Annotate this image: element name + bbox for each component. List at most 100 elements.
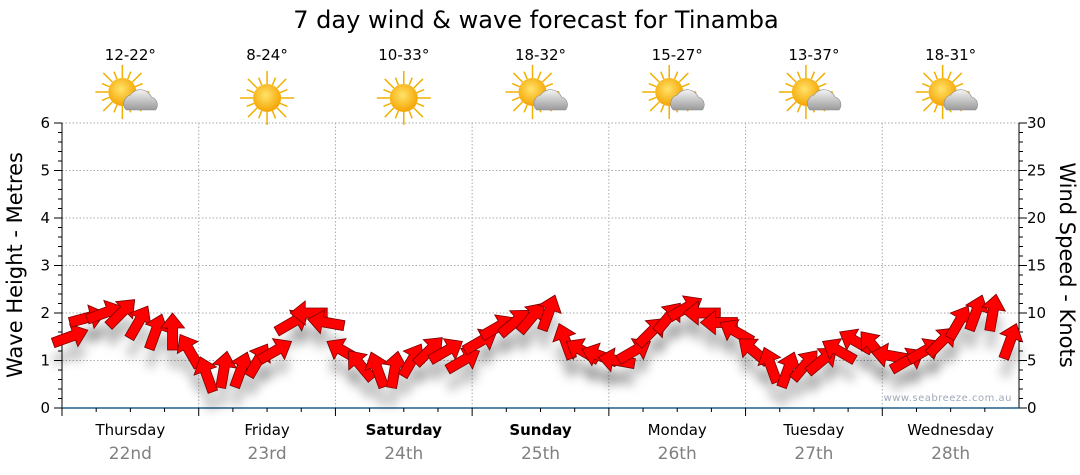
wind-arrow: [256, 338, 293, 365]
wind-arrow: [211, 350, 238, 390]
sun-disc: [389, 84, 418, 112]
wind-arrow: [537, 294, 562, 333]
sun-cloud-icon: [95, 65, 158, 119]
y-tick-label-left: 1: [40, 352, 50, 370]
wind-arrow: [104, 299, 136, 330]
sun-ray: [408, 77, 413, 86]
sun-disc: [253, 84, 282, 112]
sun-ray: [127, 71, 132, 80]
axes: 0 1 2 3 4 5 6 0 5 10 15 20 25 30 Thursday 22nd Friday 23r…: [40, 114, 1046, 464]
sun-ray: [786, 101, 797, 112]
date-label: 22nd: [109, 444, 152, 464]
sun-ray: [102, 101, 113, 112]
sun-ray: [247, 107, 258, 118]
sun-ray: [648, 96, 657, 102]
wind-arrow: [776, 351, 802, 390]
sun-ray: [923, 101, 934, 112]
day-label: Saturday: [366, 421, 443, 439]
temperature-range: 12-22°: [105, 46, 156, 64]
sun-ray: [101, 96, 110, 102]
date-label: 23rd: [248, 444, 287, 464]
sun-ray: [523, 104, 528, 113]
sun-ray: [246, 102, 255, 108]
temperature-range: 18-31°: [925, 46, 976, 64]
wind-arrow: [998, 323, 1024, 361]
sun-ray: [131, 72, 142, 83]
sun-ray: [678, 72, 689, 83]
arrow-shadow: [177, 352, 203, 388]
day-label: Wednesday: [907, 421, 994, 439]
sun-ray: [408, 110, 413, 119]
y-tick-label-left: 3: [40, 257, 50, 275]
sun-ray: [545, 82, 554, 88]
y-axis-title-right: Wind Speed - Knots: [1055, 162, 1079, 367]
sun-ray: [648, 82, 657, 88]
day-header: 12-22° 8-24° 10-33° 18-32° 15-27° 13-37° 18-31…: [95, 46, 978, 125]
wind-arrow: [124, 305, 152, 342]
wind-arrow: [980, 293, 1007, 333]
wind-arrows: [50, 293, 1024, 394]
wind-arrow: [159, 312, 186, 351]
day-label: Sunday: [509, 421, 572, 439]
temperature-range: 8-24°: [246, 46, 288, 64]
arrow-shadow: [720, 337, 755, 364]
sun-ray: [257, 77, 263, 86]
sun-ray: [135, 82, 143, 88]
arrow-shadow: [789, 368, 818, 401]
sun-ray: [785, 82, 794, 88]
wind-arrow: [412, 337, 443, 368]
sun-cloud-icon: [778, 65, 842, 119]
sun-ray: [279, 88, 288, 94]
sun-ray: [394, 110, 400, 119]
arrow-shadow: [398, 362, 425, 397]
temperature-range: 13-37°: [788, 46, 839, 64]
date-label: 24th: [384, 444, 423, 464]
sun-ray: [922, 96, 930, 102]
arrow-shadow: [348, 368, 376, 401]
sun-ray: [681, 82, 690, 88]
sun-ray: [660, 71, 665, 80]
y-tick-label-left: 5: [40, 162, 50, 180]
y-tick-label-right: 15: [1027, 257, 1046, 275]
temperature-range: 18-32°: [515, 46, 566, 64]
wind-arrow: [229, 351, 255, 390]
arrow-shadow: [105, 317, 135, 348]
arrow-shadow: [497, 328, 529, 356]
date-label: 28th: [931, 444, 970, 464]
cloud-shape: [807, 89, 842, 111]
sun-icon: [376, 71, 431, 125]
wind-arrow: [306, 309, 346, 335]
sun-ray: [541, 72, 553, 83]
y-tick-label-left: 2: [40, 304, 50, 322]
sun-ray: [923, 72, 934, 83]
sun-ray: [384, 107, 395, 118]
sun-ray: [276, 78, 287, 89]
sun-ray: [276, 107, 287, 118]
sun-ray: [537, 71, 542, 80]
sun-ray: [796, 71, 802, 80]
sun-ray: [660, 104, 665, 113]
sun-ray: [271, 77, 277, 86]
sun-ray: [383, 102, 392, 108]
sun-ray: [416, 102, 425, 108]
sun-ray: [786, 72, 797, 83]
sun-ray: [271, 110, 277, 119]
sun-ray: [933, 104, 938, 113]
y-tick-label-left: 6: [40, 114, 50, 132]
sun-ray: [113, 104, 118, 113]
sun-ray: [512, 72, 524, 83]
sun-ray: [511, 96, 520, 102]
sun-ray: [785, 96, 794, 102]
day-label: Thursday: [94, 421, 165, 439]
y-tick-label-right: 0: [1027, 399, 1037, 417]
wind-arrow: [682, 300, 721, 326]
y-tick-label-right: 30: [1027, 114, 1046, 132]
sun-ray: [955, 82, 964, 88]
cloud-shape: [670, 89, 705, 111]
sun-ray: [815, 72, 826, 83]
arrow-shadow: [125, 324, 151, 359]
wind-arrow: [289, 300, 328, 326]
temperature-range: 15-27°: [652, 46, 703, 64]
wind-arrow: [699, 309, 738, 336]
